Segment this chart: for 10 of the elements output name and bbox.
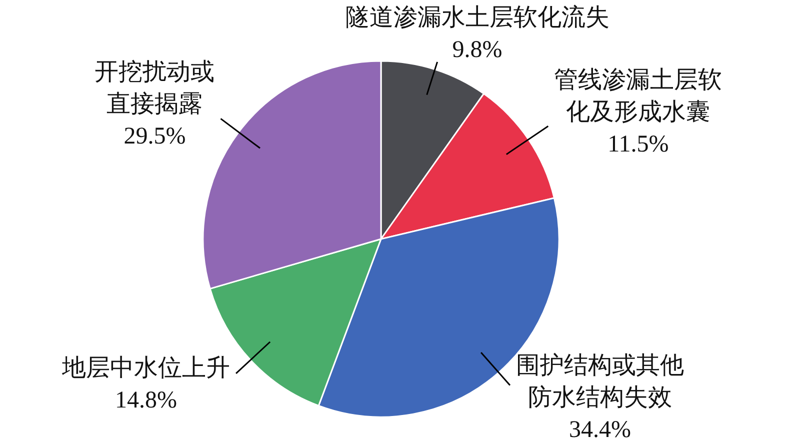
slice-label: 地层中水位上升 — [61, 355, 230, 382]
slice-label: 隧道渗漏水土层软化流失 — [345, 4, 610, 31]
slice-label: 围护结构或其他防水结构失效 — [516, 352, 684, 411]
data-label: 9.8% — [452, 37, 502, 63]
data-label: 14.8% — [115, 387, 178, 414]
data-label: 29.5% — [124, 123, 186, 150]
data-label: 34.4% — [568, 417, 631, 443]
slice-label: 管线渗漏土层软化及形成水囊 — [554, 68, 722, 126]
data-label: 11.5% — [608, 132, 669, 158]
slice-label: 开挖扰动或直接揭露 — [94, 59, 215, 118]
